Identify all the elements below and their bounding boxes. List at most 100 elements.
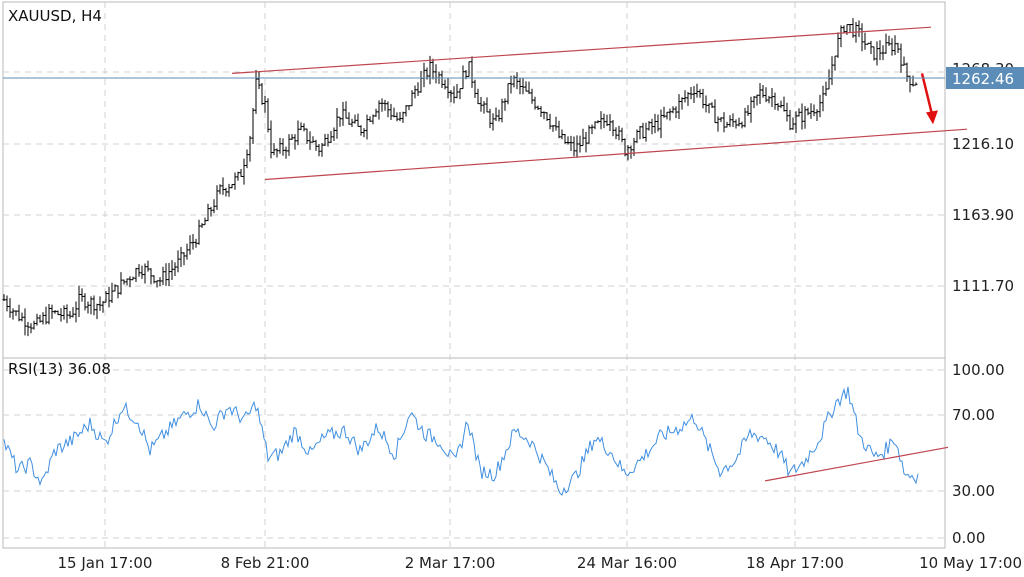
price-bar: [914, 82, 918, 86]
price-bar: [419, 71, 423, 93]
price-bar: [413, 85, 417, 99]
price-bar: [497, 109, 501, 122]
price-bar: [407, 105, 411, 111]
price-bar: [314, 139, 318, 151]
price-bar: [185, 243, 189, 260]
price-bar: [233, 172, 237, 190]
grid-lines: [3, 2, 945, 548]
trend-channel: [231, 26, 968, 181]
price-bar: [80, 288, 84, 302]
price-bar: [254, 70, 258, 114]
price-bar: [842, 25, 846, 34]
price-bar: [446, 77, 450, 99]
price-bar: [284, 146, 288, 159]
price-bar: [698, 89, 702, 98]
price-bar: [83, 293, 87, 311]
price-bar: [638, 126, 642, 140]
price-bar: [569, 135, 573, 152]
price-bar: [458, 88, 462, 100]
price-bar: [191, 234, 195, 250]
price-bar: [524, 81, 528, 92]
price-bar: [710, 102, 714, 109]
price-bar: [164, 263, 168, 286]
price-bar: [257, 71, 261, 89]
price-bar: [206, 203, 210, 222]
price-bar: [584, 132, 588, 153]
price-bar: [77, 285, 81, 318]
price-bar: [836, 32, 840, 58]
price-bar: [593, 121, 597, 130]
price-bar: [692, 86, 696, 103]
price-bar: [101, 301, 105, 313]
price-bar: [833, 55, 837, 71]
price-bar: [761, 85, 765, 98]
price-bar: [266, 98, 270, 133]
price-bar: [269, 120, 273, 159]
price-bar: [674, 106, 678, 119]
price-bar: [455, 83, 459, 99]
price-bar: [86, 301, 90, 314]
price-bar: [863, 32, 867, 50]
current-price-label: 1262.46: [952, 70, 1014, 88]
price-bar: [545, 112, 549, 122]
price-bar: [416, 82, 420, 97]
current-price-badge: [946, 67, 1024, 89]
price-bar: [560, 129, 564, 140]
price-bar: [656, 114, 660, 132]
price-bar: [128, 276, 132, 288]
price-bar: [533, 96, 537, 110]
rsi-line: [3, 386, 919, 496]
price-bar: [617, 125, 621, 141]
rsi-tick-label: 70.00: [952, 406, 995, 424]
price-bar: [50, 304, 54, 319]
price-bar: [677, 94, 681, 120]
price-bar: [35, 313, 39, 326]
price-bar: [17, 304, 21, 322]
rsi-panel-frame: [2, 357, 946, 549]
price-bar: [308, 131, 312, 150]
price-bar: [881, 45, 885, 61]
price-bar: [782, 96, 786, 112]
price-bar: [887, 35, 891, 46]
price-bar: [26, 321, 30, 337]
price-bar: [629, 145, 633, 159]
price-bar: [860, 23, 864, 52]
price-bar: [902, 56, 906, 66]
price-bar: [587, 125, 591, 144]
price-bar: [530, 88, 534, 104]
price-bar: [293, 134, 297, 150]
price-panel-frame: [2, 1, 946, 359]
price-bar: [227, 183, 231, 197]
price-bar: [92, 295, 96, 316]
price-tick-label: 1111.70: [952, 277, 1014, 295]
price-bar: [764, 87, 768, 103]
price-candles: [2, 18, 918, 337]
price-bar: [188, 235, 192, 255]
price-bar: [581, 128, 585, 147]
price-bar: [23, 308, 27, 336]
price-bar: [713, 99, 717, 124]
price-bar: [689, 87, 693, 100]
price-bar: [311, 136, 315, 143]
price-bar: [176, 250, 180, 273]
price-bar: [611, 119, 615, 137]
price-bar: [167, 262, 171, 287]
price-bar: [362, 128, 366, 138]
price-bar: [722, 112, 726, 133]
price-bar: [815, 109, 819, 121]
rsi-tick-label: 100.00: [952, 361, 1005, 379]
price-bar: [719, 117, 723, 123]
time-tick-label: 24 Mar 16:00: [577, 554, 677, 572]
price-bar: [467, 61, 471, 77]
price-bar: [302, 123, 306, 132]
price-bar: [98, 296, 102, 311]
price-bar: [590, 124, 594, 135]
price-bar: [236, 171, 240, 181]
price-bar: [527, 81, 531, 95]
price-bar: [821, 85, 825, 112]
price-bar: [566, 136, 570, 145]
price-bar: [911, 75, 915, 87]
price-bar: [680, 97, 684, 110]
price-bar: [404, 105, 408, 117]
price-bar: [125, 278, 129, 286]
